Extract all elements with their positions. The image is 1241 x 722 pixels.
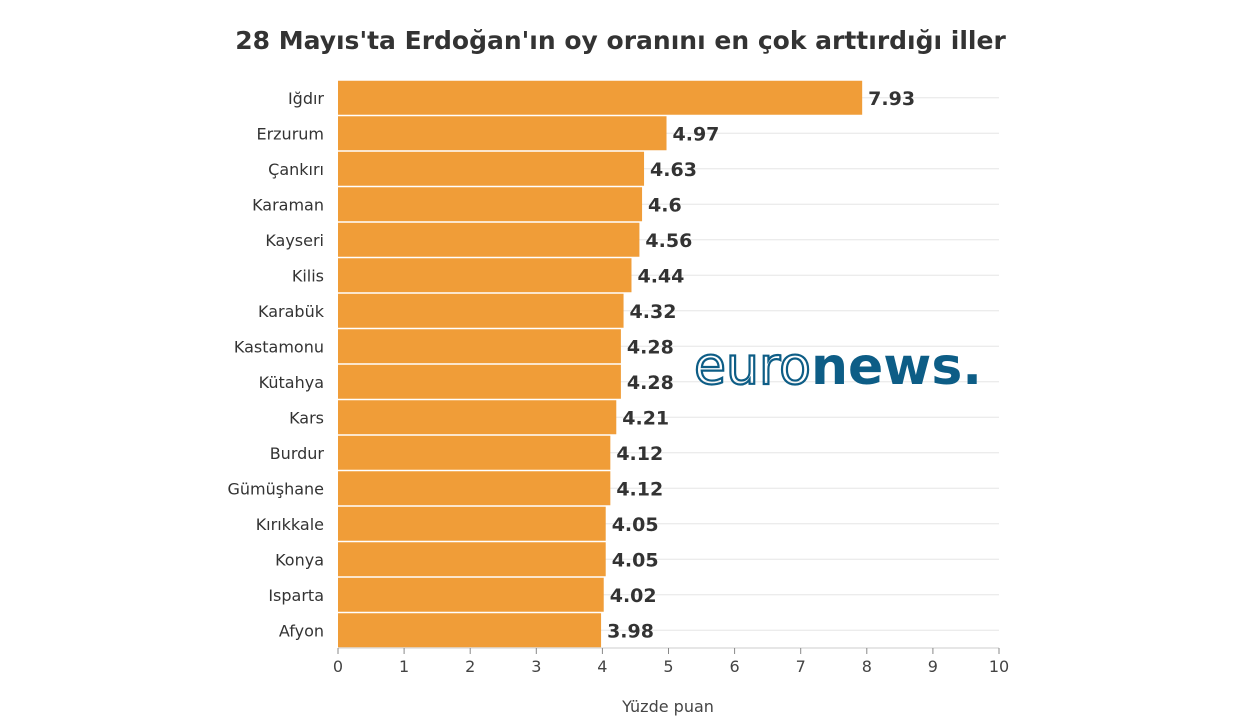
value-label: 4.12 xyxy=(616,443,663,465)
category-label: Kayseri xyxy=(265,231,324,250)
value-label: 4.28 xyxy=(627,372,674,394)
x-tick-label: 2 xyxy=(465,657,475,676)
category-label: Kars xyxy=(289,408,324,427)
category-label: Kütahya xyxy=(259,373,324,392)
bar xyxy=(338,80,863,115)
value-label: 7.93 xyxy=(868,88,915,110)
bar xyxy=(338,364,621,399)
category-label: Afyon xyxy=(279,621,324,640)
category-label: Gümüşhane xyxy=(227,479,324,498)
x-tick-label: 6 xyxy=(730,657,740,676)
category-label: Erzurum xyxy=(256,124,324,143)
value-label: 4.63 xyxy=(650,159,697,181)
chart-title: 28 Mayıs'ta Erdoğan'ın oy oranını en çok… xyxy=(235,26,1006,55)
logo-euro-text: euro xyxy=(694,337,811,397)
x-tick-label: 10 xyxy=(989,657,1009,676)
value-label: 4.28 xyxy=(627,336,674,358)
logo-dot: . xyxy=(962,337,982,397)
value-label: 4.05 xyxy=(612,514,659,536)
category-label: Kastamonu xyxy=(234,337,324,356)
value-label: 4.56 xyxy=(645,230,692,252)
x-tick-label: 8 xyxy=(862,657,872,676)
value-labels: 7.93 4.97 4.63 4.6 4.56 4.44 4.32 4.28 4.28 4.21 4… xyxy=(607,88,915,643)
value-label: 4.12 xyxy=(616,478,663,500)
x-tick-label: 3 xyxy=(531,657,541,676)
bar xyxy=(338,471,611,506)
category-label: Çankırı xyxy=(268,160,324,179)
bar xyxy=(338,293,624,328)
category-label: Kilis xyxy=(292,266,324,285)
value-label: 3.98 xyxy=(607,620,654,642)
bar xyxy=(338,542,606,577)
bar xyxy=(338,435,611,470)
bar xyxy=(338,222,640,257)
category-label: Karabük xyxy=(258,302,325,321)
logo-news-text: news xyxy=(811,337,962,397)
value-label: 4.32 xyxy=(630,301,677,323)
x-tick-label: 1 xyxy=(399,657,409,676)
value-label: 4.6 xyxy=(648,194,682,216)
category-label: Iğdır xyxy=(288,89,324,108)
value-label: 4.05 xyxy=(612,549,659,571)
x-tick-label: 9 xyxy=(928,657,938,676)
x-tick-label: 7 xyxy=(796,657,806,676)
x-axis-title: Yüzde puan xyxy=(621,697,714,716)
bar xyxy=(338,116,667,151)
value-label: 4.02 xyxy=(610,585,657,607)
bar xyxy=(338,151,645,186)
value-label: 4.97 xyxy=(673,123,720,145)
category-label: Karaman xyxy=(252,195,324,214)
bars xyxy=(338,80,863,648)
x-tick-label: 5 xyxy=(663,657,673,676)
value-label: 4.44 xyxy=(637,265,684,287)
category-labels: Iğdır Erzurum Çankırı Karaman Kayseri Kilis Ka… xyxy=(227,89,324,641)
svg-text:euronews.: euronews. xyxy=(694,337,982,397)
x-tick-label: 0 xyxy=(333,657,343,676)
bar xyxy=(338,613,602,648)
euronews-logo: euronews. xyxy=(693,336,982,398)
category-label: Isparta xyxy=(268,586,324,605)
category-label: Kırıkkale xyxy=(256,515,324,534)
bar xyxy=(338,329,621,364)
bar xyxy=(338,400,617,435)
value-label: 4.21 xyxy=(622,407,669,429)
x-tick-label: 4 xyxy=(597,657,607,676)
bar xyxy=(338,577,604,612)
category-label: Burdur xyxy=(270,444,325,463)
bar xyxy=(338,187,643,222)
bar xyxy=(338,258,632,293)
category-label: Konya xyxy=(275,550,324,569)
bar xyxy=(338,506,606,541)
x-axis-ticks: 0 1 2 3 4 5 6 7 8 9 10 xyxy=(333,647,1009,676)
